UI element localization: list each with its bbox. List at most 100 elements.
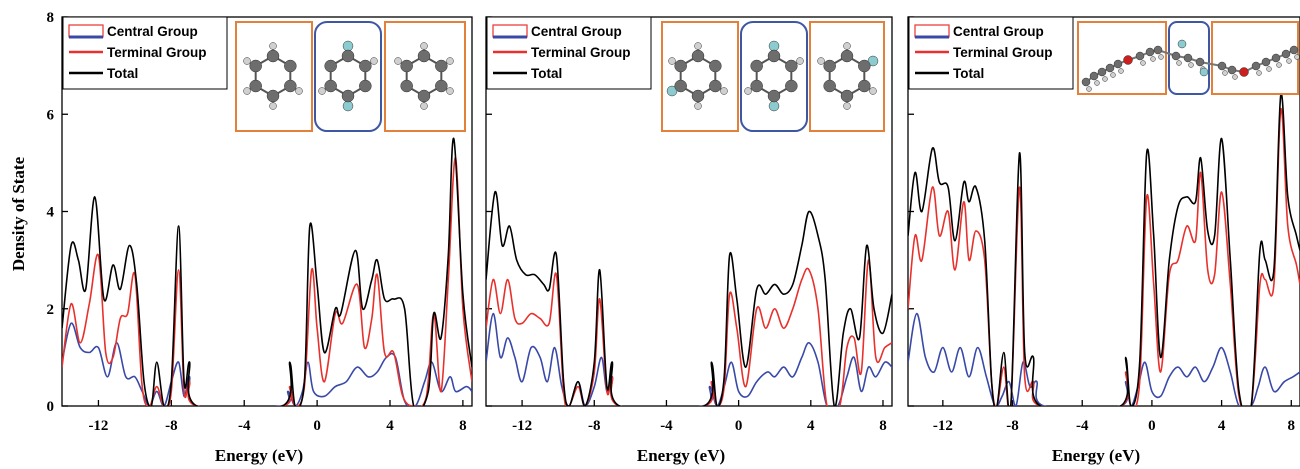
carbon-atom-2 xyxy=(823,79,836,93)
series-group-1 xyxy=(62,137,472,406)
carbon-atom-1 xyxy=(341,49,355,63)
x-tick-label-1: 0 xyxy=(313,418,321,434)
dos-panel-3: -12 -8 -4 0 4 8 Energy (eV) Central Group Termin… xyxy=(907,16,1300,465)
y-tick-label-1: 6 xyxy=(47,107,55,123)
carbon-atom-3 xyxy=(1251,61,1261,71)
hydrogen-atom-3 xyxy=(1266,66,1272,72)
oxygen-atom-3 xyxy=(1123,55,1133,65)
carbon-atom-3 xyxy=(1227,65,1237,75)
carbon-atom-3 xyxy=(1105,63,1115,73)
carbon-atom-3 xyxy=(1217,61,1227,71)
carbon-atom-1 xyxy=(266,49,280,63)
legend-label-2: Terminal Group xyxy=(531,45,631,60)
hydrogen-atom-3 xyxy=(1140,60,1146,66)
hydrogen-atom-1 xyxy=(394,57,402,65)
legend-1: Central Group Terminal Group Total xyxy=(62,16,228,90)
hydrogen-atom-1 xyxy=(420,42,428,50)
y-tick-label-1: 0 xyxy=(47,399,55,415)
carbon-atom-2 xyxy=(858,79,871,93)
carbon-atom-2 xyxy=(674,79,687,93)
series-line-terminal-group-2 xyxy=(486,259,892,406)
carbon-atom-3 xyxy=(1183,53,1193,63)
carbon-atom-3 xyxy=(1271,53,1281,63)
series-line-central-group-1 xyxy=(62,322,472,406)
molecule-inset-1 xyxy=(235,21,466,132)
carbon-atom-3 xyxy=(1097,67,1107,77)
hydrogen-atom-2 xyxy=(869,87,877,95)
carbon-atom-2 xyxy=(691,89,705,103)
carbon-atom-2 xyxy=(767,89,781,103)
carbon-atom-3 xyxy=(1261,57,1271,67)
hydrogen-atom-2 xyxy=(720,87,728,95)
legend-2: Central Group Terminal Group Total xyxy=(486,16,652,90)
carbon-atom-2 xyxy=(823,59,836,73)
carbon-atom-1 xyxy=(284,59,297,73)
legend-label-1: Central Group xyxy=(107,24,198,39)
x-tick-label-3: -8 xyxy=(1006,418,1019,434)
terminal-group-box xyxy=(1077,21,1167,95)
carbon-atom-1 xyxy=(435,79,448,93)
hydrogen-atom-1 xyxy=(370,57,378,65)
carbon-atom-1 xyxy=(341,89,355,103)
hydrogen-atom-3 xyxy=(1086,86,1092,92)
carbon-atom-3 xyxy=(1113,59,1123,69)
hydrogen-atom-1 xyxy=(318,87,326,95)
hydrogen-atom-2 xyxy=(843,102,851,110)
carbon-atom-3 xyxy=(1289,45,1299,55)
x-axis-label-3: Energy (eV) xyxy=(1052,446,1140,465)
hydrogen-atom-3 xyxy=(1276,62,1282,68)
hydrogen-atom-1 xyxy=(243,57,251,65)
carbon-atom-1 xyxy=(417,49,431,63)
hydrogen-atom-2 xyxy=(843,42,851,50)
hydrogen-atom-3 xyxy=(1222,70,1228,76)
carbon-atom-1 xyxy=(249,79,262,93)
x-tick-label-2: 0 xyxy=(735,418,743,434)
legend-label-3: Terminal Group xyxy=(953,45,1053,60)
hydrogen-atom-1 xyxy=(243,87,251,95)
carbon-atom-3 xyxy=(1281,49,1291,59)
x-tick-label-1: 8 xyxy=(459,418,467,434)
fluorine-atom-2 xyxy=(768,100,780,112)
carbon-atom-2 xyxy=(785,59,798,73)
carbon-atom-3 xyxy=(1081,77,1091,87)
carbon-atom-1 xyxy=(324,59,337,73)
hydrogen-atom-3 xyxy=(1256,70,1262,76)
legend-label-2: Central Group xyxy=(531,24,622,39)
carbon-atom-2 xyxy=(674,59,687,73)
carbon-atom-1 xyxy=(359,59,372,73)
x-tick-label-1: -4 xyxy=(238,418,251,434)
hydrogen-atom-2 xyxy=(817,57,825,65)
y-tick-label-1: 4 xyxy=(47,205,55,221)
y-tick-label-1: 2 xyxy=(47,302,55,318)
x-tick-label-2: 4 xyxy=(807,418,815,434)
hydrogen-atom-1 xyxy=(446,87,454,95)
y-tick-label-1: 8 xyxy=(47,10,55,26)
x-tick-label-2: -12 xyxy=(512,418,532,434)
hydrogen-atom-3 xyxy=(1176,60,1182,66)
molecule-inset-2 xyxy=(661,21,885,132)
carbon-atom-1 xyxy=(400,59,413,73)
legend-label-1: Terminal Group xyxy=(107,45,207,60)
carbon-atom-1 xyxy=(324,79,337,93)
carbon-atom-1 xyxy=(266,89,280,103)
legend-box-1 xyxy=(62,16,228,90)
x-tick-label-1: -8 xyxy=(165,418,178,434)
central-group-box xyxy=(314,21,382,132)
legend-label-3: Total xyxy=(953,66,984,81)
hydrogen-atom-3 xyxy=(1286,58,1292,64)
central-group-box xyxy=(1168,21,1210,95)
hydrogen-atom-3 xyxy=(1232,74,1238,80)
carbon-atom-2 xyxy=(785,79,798,93)
x-tick-label-3: -4 xyxy=(1076,418,1089,434)
series-group-3 xyxy=(908,92,1300,406)
x-axis-label-2: Energy (eV) xyxy=(637,446,725,465)
x-tick-label-1: 4 xyxy=(386,418,394,434)
hydrogen-atom-3 xyxy=(1110,72,1116,78)
hydrogen-atom-2 xyxy=(796,57,804,65)
x-tick-label-3: 4 xyxy=(1218,418,1226,434)
terminal-group-box xyxy=(384,21,466,132)
x-tick-label-2: -4 xyxy=(660,418,673,434)
x-axis-label-1: Energy (eV) xyxy=(215,446,303,465)
fluorine-atom-2 xyxy=(768,40,780,52)
